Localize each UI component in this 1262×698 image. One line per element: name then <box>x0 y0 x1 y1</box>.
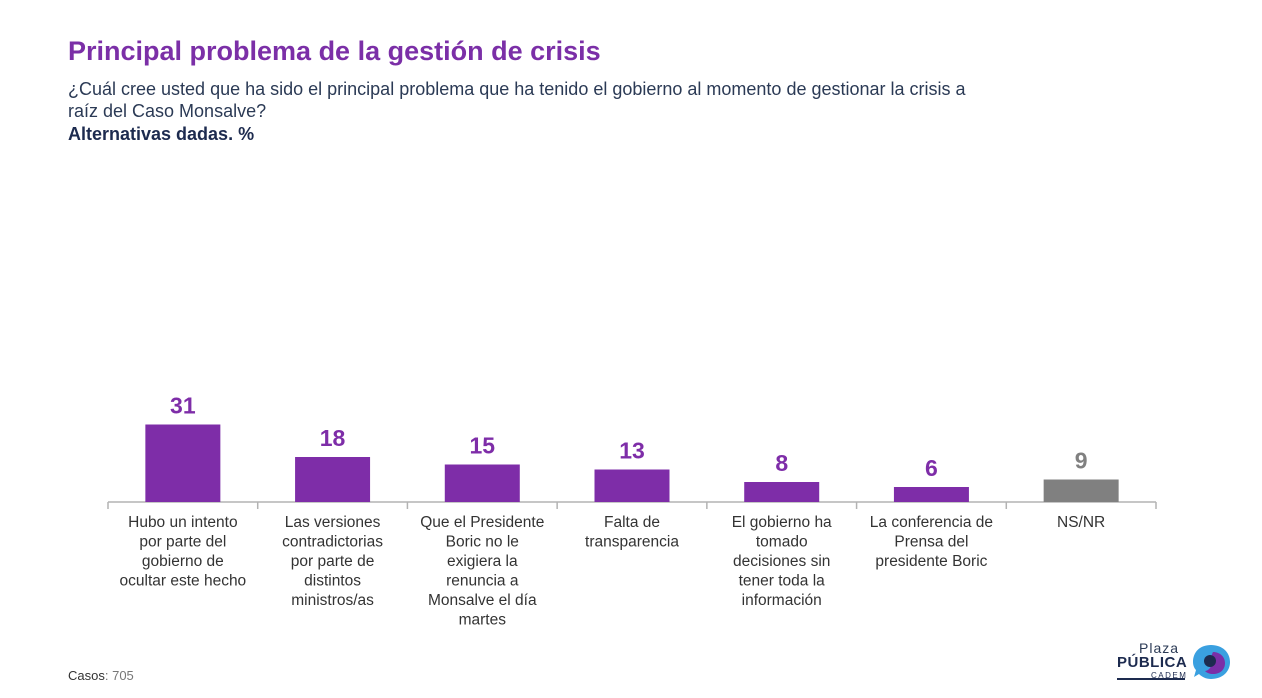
logo-plaza-text: Plaza <box>1139 640 1180 656</box>
speech-bubble-icon <box>1193 645 1230 679</box>
category-label: Que el Presidente Boric no le exigiera la r… <box>420 514 544 629</box>
bar-value-label: 9 <box>1075 448 1088 474</box>
logo-underline <box>1117 678 1185 680</box>
chart-title: Principal problema de la gestión de cris… <box>68 36 601 66</box>
bar <box>444 464 520 502</box>
bar <box>1043 479 1119 502</box>
category-label: NS/NR <box>1057 514 1105 531</box>
category-label: Hubo un intento por parte del gobierno de o… <box>120 514 247 590</box>
bar-value-label: 15 <box>469 433 495 459</box>
category-label: Las versiones contradictorias por parte de… <box>282 514 383 609</box>
bar-value-label: 31 <box>170 393 196 419</box>
sample-size-value: : 705 <box>104 668 134 683</box>
plaza-publica-logo: Plaza PÚBLICA CADEM <box>1115 640 1240 685</box>
sample-size: Casos: 705 <box>68 668 134 683</box>
bar <box>295 457 371 502</box>
bar-value-label: 8 <box>775 450 788 476</box>
bar <box>594 469 670 502</box>
bar-value-label: 18 <box>320 425 346 451</box>
bar-value-label: 6 <box>925 455 938 481</box>
logo-cadem-text: CADEM <box>1151 671 1188 680</box>
bar-value-label: 13 <box>619 438 645 464</box>
category-label: El gobierno ha tomado decisiones sin tener … <box>732 514 832 609</box>
sample-size-label: Casos <box>68 668 105 683</box>
bar <box>893 487 969 502</box>
category-label: Falta de transparencia <box>585 514 679 551</box>
bar <box>744 482 820 502</box>
logo-publica-text: PÚBLICA <box>1117 654 1188 671</box>
bar <box>145 424 221 502</box>
unit-note: Alternativas dadas. % <box>68 124 255 144</box>
survey-question: ¿Cuál cree usted que ha sido el principa… <box>68 79 966 121</box>
category-label: La conferencia de Prensa del presidente Bo… <box>870 514 993 570</box>
